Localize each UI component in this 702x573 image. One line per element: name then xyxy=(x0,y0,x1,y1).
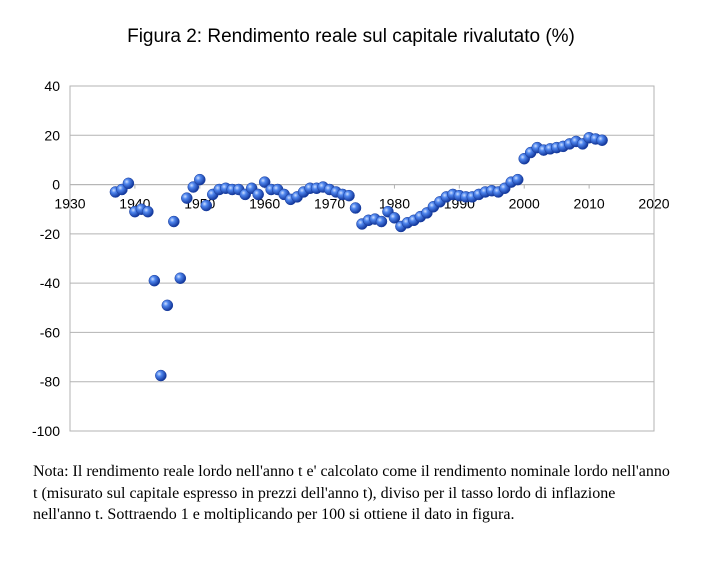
data-points xyxy=(109,132,608,382)
y-tick-label: 20 xyxy=(44,127,60,143)
data-point xyxy=(187,181,200,193)
y-tick-label: -40 xyxy=(40,275,60,291)
data-point xyxy=(142,205,154,218)
data-point xyxy=(194,173,206,186)
x-tick-label: 2020 xyxy=(638,196,669,212)
y-tick-labels: 40 20 0 -20 -40 -60 -80 -100 xyxy=(32,78,60,439)
data-point xyxy=(174,272,187,284)
y-tick-label: -20 xyxy=(40,226,60,242)
data-point xyxy=(343,189,355,202)
data-point xyxy=(148,274,161,287)
data-point xyxy=(200,199,213,212)
y-tick-label: 0 xyxy=(52,177,60,193)
data-point xyxy=(375,215,388,228)
data-point xyxy=(168,215,180,228)
data-point xyxy=(596,134,608,146)
x-tick-label: 2010 xyxy=(574,196,605,212)
data-point xyxy=(161,299,174,312)
data-point xyxy=(252,188,264,201)
chart-title: Figura 2: Rendimento reale sul capitale … xyxy=(127,26,575,47)
x-tick-label: 2000 xyxy=(509,196,540,212)
data-point xyxy=(511,173,524,186)
data-point xyxy=(388,212,401,224)
data-point xyxy=(349,202,362,214)
footnote: Nota: Il rendimento reale lordo nell'ann… xyxy=(33,463,670,523)
data-point xyxy=(155,369,167,382)
data-point xyxy=(181,192,193,204)
data-point xyxy=(122,177,135,190)
x-tick-label: 1930 xyxy=(54,196,85,212)
y-tick-label: -60 xyxy=(40,324,60,340)
x-tick-label: 1970 xyxy=(314,196,345,212)
y-tick-label: -100 xyxy=(32,423,60,439)
y-tick-label: 40 xyxy=(44,78,60,94)
data-point xyxy=(258,176,271,188)
y-tick-label: -80 xyxy=(40,374,60,390)
